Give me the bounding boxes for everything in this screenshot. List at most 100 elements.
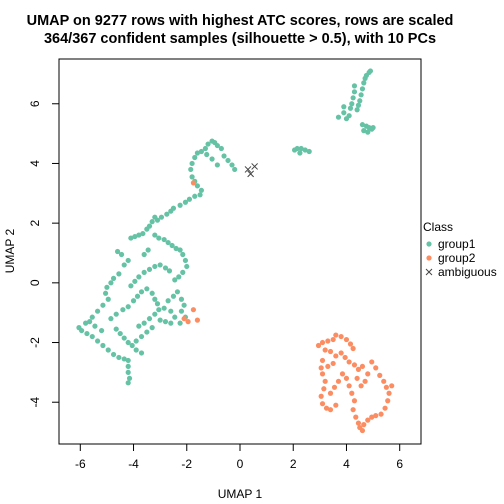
- point-group2: [349, 390, 355, 396]
- point-group1: [125, 257, 131, 264]
- legend-item-ambiguous: ambiguous: [425, 265, 497, 279]
- point-group1: [92, 323, 98, 329]
- point-group1: [138, 333, 145, 340]
- point-group1: [341, 104, 347, 110]
- legend-label: ambiguous: [438, 265, 497, 279]
- point-group1: [157, 317, 163, 323]
- point-group1: [125, 380, 131, 386]
- point-group1: [214, 162, 220, 168]
- point-group2: [327, 407, 334, 413]
- point-group1: [146, 316, 153, 322]
- chart-title-line1: UMAP on 9277 rows with highest ATC score…: [27, 13, 454, 29]
- point-group2: [327, 390, 334, 396]
- point-group1: [351, 89, 358, 95]
- point-group1: [192, 193, 198, 199]
- point-group1: [351, 83, 358, 89]
- point-group2: [343, 375, 350, 381]
- point-group1: [108, 280, 114, 286]
- point-group1: [162, 319, 169, 325]
- point-group1: [100, 342, 106, 349]
- point-group1: [347, 105, 354, 111]
- point-group1: [121, 335, 127, 341]
- point-group2: [181, 316, 187, 322]
- point-group1: [89, 333, 95, 340]
- point-group1: [176, 274, 182, 280]
- point-group1: [209, 156, 215, 162]
- point-group1: [87, 319, 93, 325]
- point-group1: [214, 142, 220, 149]
- point-group1: [141, 269, 147, 275]
- point-group1: [194, 150, 201, 156]
- point-group1: [146, 266, 153, 273]
- point-group1: [134, 293, 141, 299]
- point-group2: [321, 386, 327, 392]
- y-tick-label: -2: [28, 337, 42, 348]
- y-axis: -4 -2 0 2 4 6: [28, 100, 60, 408]
- point-group1: [89, 314, 95, 320]
- point-group1: [370, 125, 376, 131]
- point-group2: [365, 417, 371, 423]
- point-group2: [333, 402, 339, 408]
- point-ambiguous: [244, 166, 252, 173]
- point-group1: [361, 128, 367, 134]
- point-group1: [125, 339, 131, 346]
- point-group1: [365, 129, 371, 135]
- point-group2: [335, 378, 342, 384]
- point-group2: [322, 347, 328, 353]
- point-group2: [325, 338, 331, 344]
- point-group1: [198, 187, 205, 193]
- point-group1: [184, 263, 190, 270]
- point-group2: [385, 398, 391, 404]
- point-group1: [182, 257, 189, 264]
- point-group1: [121, 262, 127, 268]
- x-tick-label: 6: [396, 457, 403, 471]
- point-group1: [136, 274, 142, 280]
- point-group1: [172, 314, 178, 320]
- point-group1: [114, 248, 121, 255]
- point-group1: [110, 275, 117, 281]
- point-group2: [331, 384, 338, 390]
- point-group1: [145, 247, 151, 253]
- point-group1: [125, 304, 131, 310]
- point-group1: [359, 122, 366, 128]
- point-group1: [174, 289, 181, 295]
- point-group1: [125, 357, 131, 364]
- point-group1: [177, 320, 183, 326]
- point-group2: [346, 383, 352, 389]
- point-group1: [121, 356, 127, 362]
- point-group1: [117, 330, 123, 337]
- point-ambiguous: [247, 170, 255, 178]
- x-tick-label: 0: [237, 457, 244, 471]
- point-group2: [381, 378, 387, 384]
- point-group1: [141, 251, 147, 258]
- point-group2: [318, 393, 324, 399]
- point-group2: [378, 411, 384, 417]
- point-group2: [330, 360, 336, 367]
- point-group2: [351, 398, 358, 404]
- point-group1: [173, 245, 179, 252]
- point-group2: [383, 384, 389, 390]
- point-group1: [194, 183, 201, 189]
- point-group1: [232, 166, 238, 173]
- legend-item-group1: group1: [426, 237, 476, 251]
- point-group1: [98, 327, 105, 334]
- point-group2: [369, 414, 375, 420]
- point-group2: [346, 359, 352, 365]
- point-group1: [297, 150, 303, 156]
- point-group2: [339, 371, 346, 377]
- point-group1: [186, 196, 193, 202]
- point-ambiguous: [251, 163, 258, 170]
- point-group1: [118, 251, 125, 258]
- point-group2: [377, 372, 383, 378]
- point-group1: [298, 145, 304, 152]
- point-group1: [152, 311, 158, 317]
- point-group1: [116, 271, 122, 277]
- x-axis: -6 -4 -2 0 2 4 6: [75, 443, 403, 471]
- point-group2: [359, 427, 366, 434]
- point-group1: [166, 268, 173, 274]
- point-group2: [333, 353, 339, 359]
- x-tick-label: -2: [181, 457, 192, 471]
- point-group1: [83, 320, 89, 326]
- point-group1: [181, 302, 187, 308]
